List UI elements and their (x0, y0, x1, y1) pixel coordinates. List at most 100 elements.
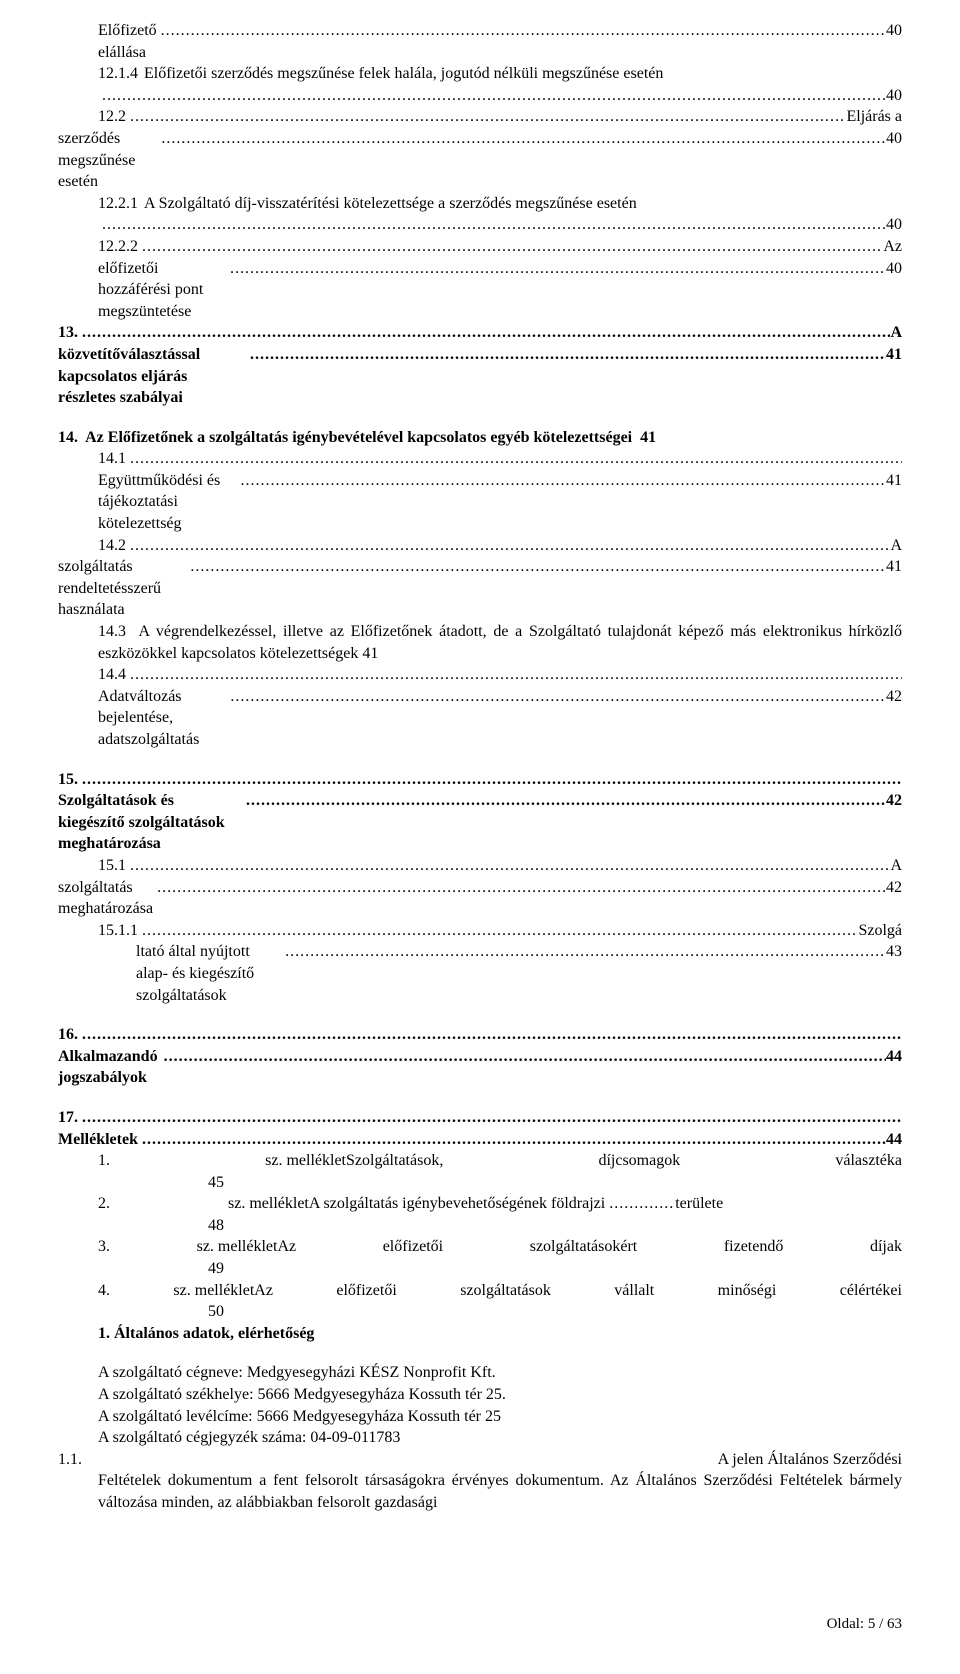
att-mark: sz. melléklet (228, 1195, 309, 1212)
toc-dots (78, 322, 890, 344)
att-num: 2. (98, 1193, 228, 1215)
toc-dots (98, 214, 886, 236)
toc-page: 40 (886, 258, 902, 280)
toc-label: közvetítőválasztással kapcsolatos eljárá… (58, 344, 246, 409)
toc-line: 15.1.1 Szolgá (58, 920, 902, 942)
att-text: területe (675, 1193, 723, 1215)
toc-label: Mellékletek (58, 1129, 138, 1151)
toc-line-cont: Együttműködési és tájékoztatási köteleze… (58, 470, 902, 535)
toc-label: Előfizető elállása (98, 20, 157, 63)
toc-line-cont: 40 (58, 214, 902, 236)
toc-line-cont: Szolgáltatások és kiegészítő szolgáltatá… (58, 790, 902, 855)
toc-line: 15. (58, 769, 902, 791)
toc-num: 14.3 (98, 623, 126, 640)
toc-num: 15.1 (98, 855, 126, 877)
toc-line: Előfizető elállása 40 (58, 20, 902, 63)
toc-right: Az (883, 236, 902, 258)
toc-dots (126, 535, 890, 557)
toc-num: 15.1.1 (98, 920, 138, 942)
toc-line-cont: Mellékletek 44 (58, 1129, 902, 1151)
toc-line: 14.1 (58, 448, 902, 470)
toc-right: A (890, 322, 902, 344)
toc-dots (78, 1024, 902, 1046)
section-heading: 1. Általános adatok, elérhetőség (58, 1323, 902, 1345)
toc-page: 42 (886, 686, 902, 708)
attachment-line: 1. sz. mellékletSzolgáltatások, díjcsoma… (58, 1150, 902, 1172)
toc-page: 42 (886, 877, 902, 899)
att-text: minőségi (718, 1280, 777, 1302)
toc-dots (605, 1193, 675, 1215)
toc-dots (281, 941, 886, 963)
att-page: 48 (58, 1215, 902, 1237)
toc-dots (126, 106, 846, 128)
attachment-line: 4. sz. mellékletAz előfizetői szolgáltat… (58, 1280, 902, 1302)
toc-page: 44 (886, 1129, 902, 1151)
toc-dots (237, 470, 886, 492)
toc-label: Alkalmazandó jogszabályok (58, 1046, 160, 1089)
toc-num: 15. (58, 769, 78, 791)
toc-line-cont: szolgáltatás meghatározása 42 (58, 877, 902, 920)
page-footer: Oldal: 5 / 63 (58, 1614, 902, 1634)
toc-line-cont: szolgáltatás rendeltetésszerű használata… (58, 556, 902, 621)
att-text: választéka (835, 1150, 902, 1172)
subsection-line: 1.1. A jelen Általános Szerződési (58, 1449, 902, 1471)
toc-label: szolgáltatás rendeltetésszerű használata (58, 556, 186, 621)
toc-label: szerződés megszűnése esetén (58, 128, 157, 193)
att-text: Az (277, 1238, 296, 1255)
attachment-line: 3. sz. mellékletAz előfizetői szolgáltat… (58, 1236, 902, 1258)
att-page: 50 (58, 1301, 902, 1323)
attachment-line: 2. sz. mellékletA szolgáltatás igénybeve… (58, 1193, 902, 1215)
toc-dots (138, 920, 858, 942)
toc-line-cont: Adatváltozás bejelentése, adatszolgáltat… (58, 686, 902, 751)
toc-dots (126, 448, 902, 470)
toc-num: 14.1 (98, 448, 126, 470)
toc-page: 41 (886, 556, 902, 578)
toc-label: szolgáltatás meghatározása (58, 877, 153, 920)
att-text: fizetendő (724, 1236, 784, 1258)
toc-num: 13. (58, 322, 78, 344)
toc-label: Az Előfizetőnek a szolgáltatás igénybevé… (85, 429, 632, 446)
toc-line: 12.2.2 Az (58, 236, 902, 258)
att-text: Szolgáltatások, (346, 1152, 443, 1169)
toc-dots (126, 664, 902, 686)
toc-page: 40 (886, 20, 902, 42)
toc-page: 40 (886, 214, 902, 236)
toc-dots (138, 1129, 886, 1151)
toc-label: Előfizetői szerződés megszűnése felek ha… (144, 63, 902, 85)
toc-num: 12.1.4 (98, 63, 144, 85)
att-mark: sz. melléklet (173, 1282, 254, 1299)
toc-label: A végrendelkezéssel, illetve az Előfizet… (98, 623, 902, 662)
toc-dots (226, 686, 886, 708)
toc-dots (153, 877, 886, 899)
toc-line: 14.3 A végrendelkezéssel, illetve az Elő… (58, 621, 902, 664)
toc-page: 41 (640, 429, 656, 446)
toc-num: 14.2 (98, 535, 126, 557)
att-text: előfizetői (383, 1236, 443, 1258)
toc-page: 41 (886, 470, 902, 492)
toc-label: A Szolgáltató díj-visszatérítési kötelez… (144, 193, 902, 215)
att-text: szolgáltatásokért (530, 1236, 638, 1258)
toc-dots (98, 85, 886, 107)
subsection-num: 1.1. (58, 1449, 82, 1471)
provider-seat: A szolgáltató székhelye: 5666 Medgyesegy… (58, 1384, 902, 1406)
att-page: 49 (58, 1258, 902, 1280)
toc-line-cont: Alkalmazandó jogszabályok 44 (58, 1046, 902, 1089)
toc-dots (186, 556, 886, 578)
toc-dots (78, 769, 902, 791)
toc-dots (157, 20, 886, 42)
att-text: célértékei (840, 1280, 902, 1302)
toc-line: 12.2 Eljárás a (58, 106, 902, 128)
att-text: szolgáltatások (460, 1280, 551, 1302)
toc-line: 14.4 (58, 664, 902, 686)
toc-page: 40 (886, 85, 902, 107)
att-text: A szolgáltatás igénybevehetőségének föld… (309, 1195, 605, 1212)
toc-label: Együttműködési és tájékoztatási köteleze… (98, 470, 237, 535)
toc-page: 41 (886, 344, 902, 366)
toc-line-cont: előfizetői hozzáférési pont megszüntetés… (58, 258, 902, 323)
toc-dots (226, 258, 886, 280)
toc-dots (246, 344, 886, 366)
toc-page: 40 (886, 128, 902, 150)
toc-num: 12.2.1 (98, 193, 144, 215)
provider-mail: A szolgáltató levélcíme: 5666 Medgyesegy… (58, 1406, 902, 1428)
subsection-body: Feltételek dokumentum a fent felsorolt t… (58, 1470, 902, 1513)
